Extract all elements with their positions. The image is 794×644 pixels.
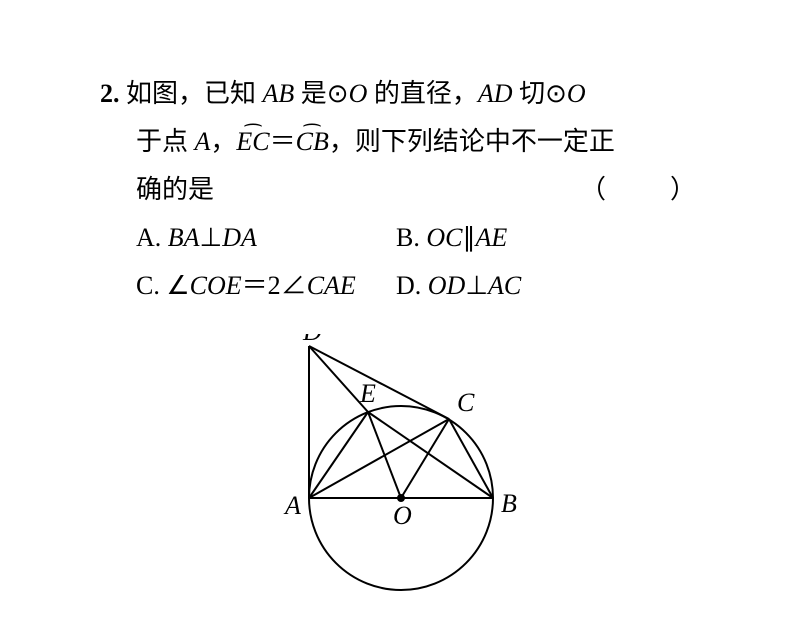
line-3: 确的是 （） — [136, 166, 696, 214]
question-number: 2. — [100, 79, 120, 108]
math: OD — [428, 271, 466, 300]
answer-paren: （） — [580, 166, 696, 214]
angle-symbol: ∠ — [281, 271, 307, 300]
comma: ， — [210, 127, 236, 156]
text: 切 — [513, 79, 546, 108]
math-A: A — [195, 127, 211, 156]
circle-symbol: ⊙ — [545, 70, 567, 118]
arc-CB: CB — [296, 118, 329, 166]
text: ，则下列结论中不一定正 — [329, 127, 615, 156]
choice-B: B. OC∥AE — [396, 214, 700, 262]
svg-text:B: B — [501, 489, 517, 518]
page: 2. 如图，已知 AB 是⊙O 的直径，AD 切⊙O 于点 A，EC＝CB，则下… — [0, 0, 794, 644]
paren-right: ） — [670, 175, 696, 204]
choices-row-2: C. ∠COE＝2∠CAE D. OD⊥AC — [136, 262, 700, 310]
line-2: 于点 A，EC＝CB，则下列结论中不一定正 — [136, 118, 700, 166]
choice-D: D. OD⊥AC — [396, 262, 700, 310]
arc-EC: EC — [236, 118, 269, 166]
svg-text:C: C — [457, 388, 475, 417]
question-block: 2. 如图，已知 AB 是⊙O 的直径，AD 切⊙O 于点 A，EC＝CB，则下… — [100, 70, 700, 310]
math: BA — [168, 223, 200, 252]
math-O: O — [349, 79, 368, 108]
choice-label: C. — [136, 271, 166, 300]
math: DA — [222, 223, 257, 252]
svg-text:E: E — [359, 379, 376, 408]
math: COE — [190, 271, 242, 300]
text: 的直径， — [367, 79, 478, 108]
svg-text:O: O — [393, 501, 412, 530]
parallel-symbol: ∥ — [462, 223, 475, 252]
num: 2 — [268, 271, 281, 300]
equals: ＝ — [242, 271, 268, 300]
math-O: O — [567, 79, 586, 108]
equals: ＝ — [270, 127, 296, 156]
math-AD: AD — [478, 79, 513, 108]
text: 确的是 — [136, 166, 214, 214]
math-AB: AB — [263, 79, 295, 108]
paren-left: （ — [580, 175, 606, 204]
line-1: 2. 如图，已知 AB 是⊙O 的直径，AD 切⊙O — [100, 70, 700, 118]
choices-row-1: A. BA⊥DA B. OC∥AE — [136, 214, 700, 262]
math: OC — [426, 223, 462, 252]
perp-symbol: ⊥ — [200, 223, 223, 252]
math: AE — [475, 223, 507, 252]
math: AC — [488, 271, 521, 300]
svg-text:D: D — [302, 334, 322, 346]
perp-symbol: ⊥ — [465, 271, 488, 300]
choice-label: B. — [396, 223, 426, 252]
choice-label: A. — [136, 223, 168, 252]
circle-symbol: ⊙ — [327, 70, 349, 118]
text: 于点 — [136, 127, 195, 156]
math: CAE — [307, 271, 356, 300]
angle-symbol: ∠ — [166, 271, 189, 300]
geometry-diagram: D E C A B O — [273, 334, 521, 604]
choice-label: D. — [396, 271, 428, 300]
choice-C: C. ∠COE＝2∠CAE — [136, 262, 396, 310]
svg-text:A: A — [283, 491, 301, 520]
choice-A: A. BA⊥DA — [136, 214, 396, 262]
